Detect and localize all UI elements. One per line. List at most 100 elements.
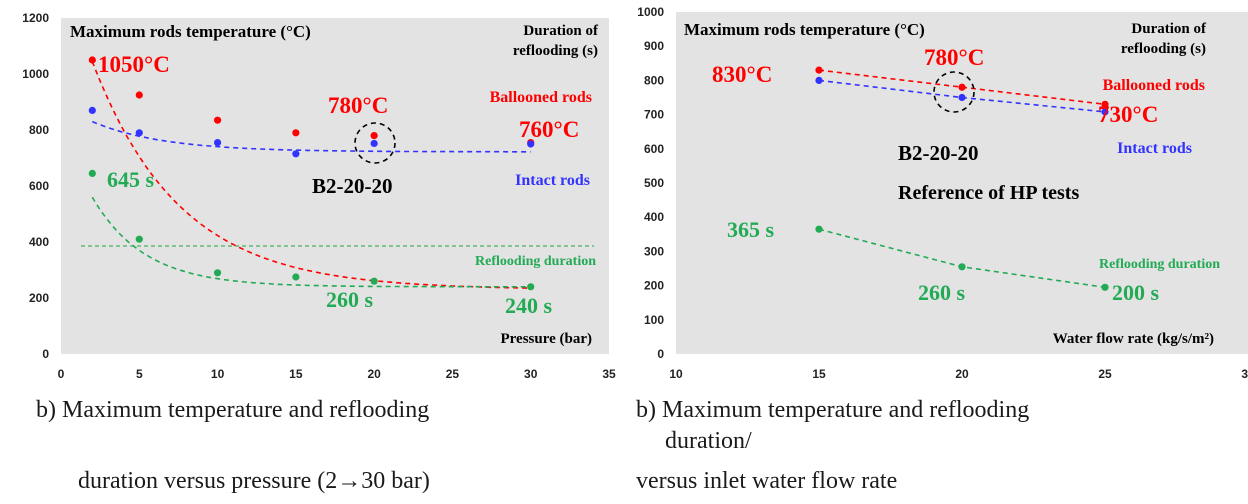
data-point bbox=[88, 169, 96, 177]
x-tick-label: 10 bbox=[211, 367, 225, 380]
y-tick-label: 1000 bbox=[637, 5, 664, 19]
x-tick-label: 30 bbox=[524, 367, 538, 380]
caption-right-line3: versus inlet water flow rate bbox=[636, 468, 898, 494]
y-tick-label: 400 bbox=[29, 235, 49, 249]
data-point bbox=[135, 129, 143, 137]
y-tick-label: 300 bbox=[644, 244, 664, 258]
y-tick-label: 600 bbox=[644, 142, 664, 156]
x-tick-label: 30 bbox=[1241, 367, 1248, 380]
reference-label: Reference of HP tests bbox=[898, 182, 1079, 204]
x-axis-label: Pressure (bar) bbox=[500, 331, 592, 347]
y-tick-label: 900 bbox=[644, 39, 664, 53]
caption-left-line2: duration versus pressure (2→30 bar) bbox=[78, 468, 430, 494]
ballooned-rods-label: Ballooned rods bbox=[1103, 77, 1205, 94]
data-point bbox=[958, 263, 966, 271]
y-tick-label: 1000 bbox=[22, 67, 49, 81]
caption-right-line2: duration/ bbox=[665, 428, 752, 454]
ballooned-start-value: 1050°C bbox=[98, 52, 170, 77]
plot-area bbox=[61, 18, 609, 354]
data-point bbox=[370, 277, 378, 285]
y-tick-label: 600 bbox=[29, 179, 49, 193]
intact-rods-label: Intact rods bbox=[515, 172, 590, 189]
trend-lines bbox=[91, 61, 531, 289]
axis-ticks: 0 100 200 300 400 500 600 700 800 900 1000 10 15 20 25… bbox=[637, 5, 1248, 380]
data-point bbox=[292, 273, 300, 281]
duration-end-value: 240 s bbox=[505, 293, 553, 318]
data-point bbox=[815, 76, 823, 84]
trend-line-0 bbox=[91, 61, 531, 289]
data-point bbox=[88, 56, 96, 64]
test-name-label: B2-20-20 bbox=[898, 141, 979, 165]
y-tick-label: 200 bbox=[644, 279, 664, 293]
y-axis-header: Maximum rods temperature (°C) bbox=[684, 20, 925, 39]
axis-ticks: 0 200 400 600 800 1000 1200 0 5 10 15 20 25 30 35 bbox=[22, 11, 616, 380]
x-tick-label: 20 bbox=[955, 367, 969, 380]
data-points bbox=[815, 66, 1109, 291]
caption-right-line1: b) Maximum temperature and reflooding bbox=[636, 397, 1030, 423]
caption-left-line1: b) Maximum temperature and reflooding bbox=[36, 397, 430, 423]
y-tick-label: 0 bbox=[657, 347, 664, 361]
duration-header-line2: reflooding (s) bbox=[1121, 41, 1206, 57]
reflood-duration-label: Reflooding duration bbox=[1099, 257, 1220, 272]
ballooned-mid-value: 780°C bbox=[924, 45, 984, 70]
ballooned-mid-value: 780°C bbox=[328, 93, 388, 118]
chart-flow-rate: 0 100 200 300 400 500 600 700 800 900 1000 10 15 20 25… bbox=[637, 5, 1248, 380]
data-point bbox=[527, 283, 535, 291]
test-highlight-circle bbox=[354, 122, 396, 164]
data-point bbox=[527, 140, 535, 148]
data-point bbox=[815, 225, 823, 233]
data-point bbox=[213, 116, 222, 124]
data-point bbox=[292, 129, 300, 137]
test-name-label: B2-20-20 bbox=[312, 174, 393, 198]
data-point bbox=[370, 132, 378, 140]
duration-mid-value: 260 s bbox=[326, 287, 374, 312]
intact-rods-label: Intact rods bbox=[1117, 140, 1192, 157]
y-tick-label: 0 bbox=[42, 347, 49, 361]
y-tick-label: 1200 bbox=[22, 11, 49, 25]
ballooned-start-value: 830°C bbox=[712, 62, 772, 87]
data-point bbox=[958, 83, 966, 91]
y-tick-label: 700 bbox=[644, 108, 664, 122]
data-point bbox=[213, 269, 222, 277]
duration-start-value: 645 s bbox=[107, 167, 155, 192]
data-point bbox=[135, 91, 143, 99]
data-point bbox=[958, 93, 966, 102]
data-point bbox=[213, 139, 222, 147]
y-tick-label: 100 bbox=[644, 313, 664, 327]
y-tick-label: 800 bbox=[644, 73, 664, 87]
data-point bbox=[1101, 283, 1109, 291]
y-tick-label: 400 bbox=[644, 210, 664, 224]
duration-header-line1: Duration of bbox=[523, 23, 599, 39]
chart-pressure: 0 200 400 600 800 1000 1200 0 5 10 15 20 25 30 35 Maxi… bbox=[22, 11, 616, 380]
plot-area bbox=[676, 12, 1248, 354]
ballooned-rods-label: Ballooned rods bbox=[490, 89, 592, 106]
x-tick-label: 10 bbox=[669, 367, 683, 380]
x-tick-label: 15 bbox=[289, 367, 303, 380]
data-points bbox=[88, 56, 535, 291]
data-point bbox=[815, 66, 823, 74]
data-point bbox=[370, 139, 378, 148]
duration-end-value: 200 s bbox=[1112, 280, 1160, 305]
duration-header-line2: reflooding (s) bbox=[513, 43, 598, 59]
ballooned-end-value: 760°C bbox=[519, 117, 579, 142]
y-tick-label: 500 bbox=[644, 176, 664, 190]
y-tick-label: 800 bbox=[29, 123, 49, 137]
x-tick-label: 15 bbox=[812, 367, 826, 380]
x-tick-label: 25 bbox=[446, 367, 460, 380]
reflood-duration-label: Reflooding duration bbox=[475, 254, 596, 269]
x-tick-label: 20 bbox=[367, 367, 381, 380]
x-tick-label: 35 bbox=[602, 367, 616, 380]
data-point bbox=[135, 235, 143, 243]
data-point bbox=[1101, 108, 1109, 116]
y-axis-header: Maximum rods temperature (°C) bbox=[70, 22, 311, 41]
duration-start-value: 365 s bbox=[727, 217, 775, 242]
data-point bbox=[292, 150, 300, 158]
ballooned-end-value: 730°C bbox=[1098, 102, 1158, 127]
test-highlight-circle bbox=[933, 71, 975, 113]
duration-mid-value: 260 s bbox=[918, 280, 966, 305]
data-point bbox=[88, 106, 96, 114]
x-axis-label: Water flow rate (kg/s/m²) bbox=[1053, 331, 1214, 347]
trend-line-1 bbox=[91, 120, 531, 153]
trend-line-2 bbox=[91, 196, 531, 288]
x-tick-label: 0 bbox=[58, 367, 65, 380]
